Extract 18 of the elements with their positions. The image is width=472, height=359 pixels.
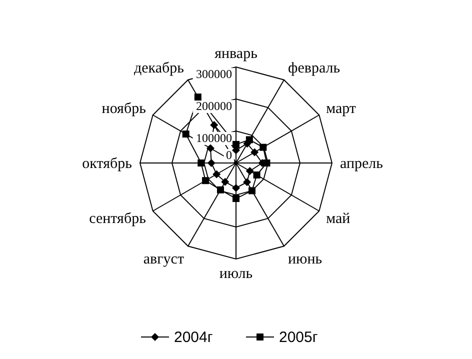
spoke-label: декабрь (134, 60, 184, 77)
y-tick-label: 100000 (196, 131, 232, 145)
spoke-label: октябрь (82, 156, 132, 172)
spoke-label: январь (214, 46, 258, 62)
spoke-label: июнь (288, 251, 322, 268)
y-tick-label: 300000 (196, 67, 232, 81)
spoke-label: февраль (288, 60, 340, 77)
spoke-label: сентябрь (89, 211, 146, 227)
y-tick-label: 0 (226, 148, 232, 162)
spoke-label: апрель (340, 156, 384, 172)
y-tick-label: 200000 (196, 99, 232, 113)
legend-label: 2004г (174, 329, 214, 346)
spoke-label: ноябрь (102, 101, 146, 117)
spoke-label: май (326, 211, 350, 227)
spoke-label: август (143, 251, 184, 268)
spoke-label: июль (219, 266, 253, 282)
spoke-label: март (326, 101, 356, 117)
legend-label: 2005г (279, 329, 318, 346)
